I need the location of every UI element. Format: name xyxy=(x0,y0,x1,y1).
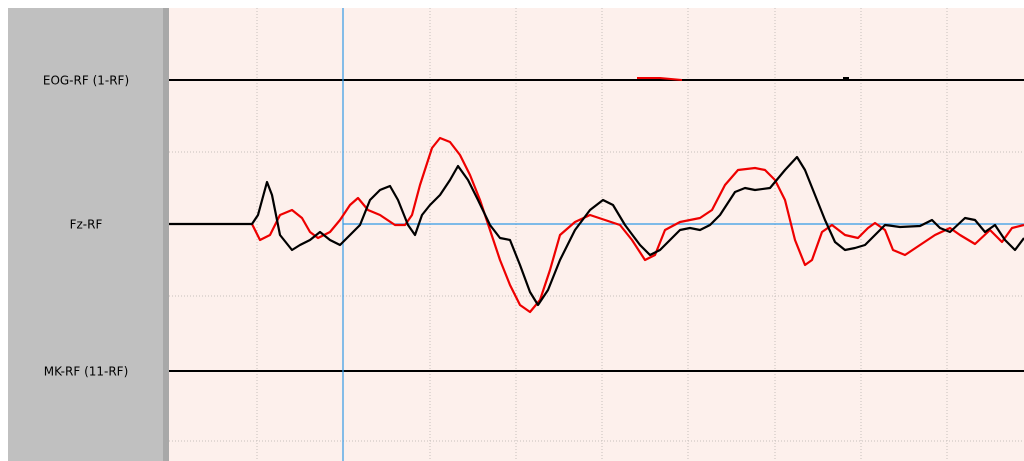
channel-label[interactable]: EOG-RF (1-RF) xyxy=(43,74,129,88)
panel-divider[interactable] xyxy=(163,8,169,461)
fz-trace-red xyxy=(251,136,1024,314)
trace-area xyxy=(169,8,1024,461)
eog-blip xyxy=(637,77,683,81)
channel-panel xyxy=(8,8,163,461)
grid xyxy=(169,8,1024,461)
channel-label[interactable]: MK-RF (11-RF) xyxy=(44,365,129,379)
fz-trace-black xyxy=(169,155,1024,307)
channel-label[interactable]: Fz-RF xyxy=(70,218,103,232)
